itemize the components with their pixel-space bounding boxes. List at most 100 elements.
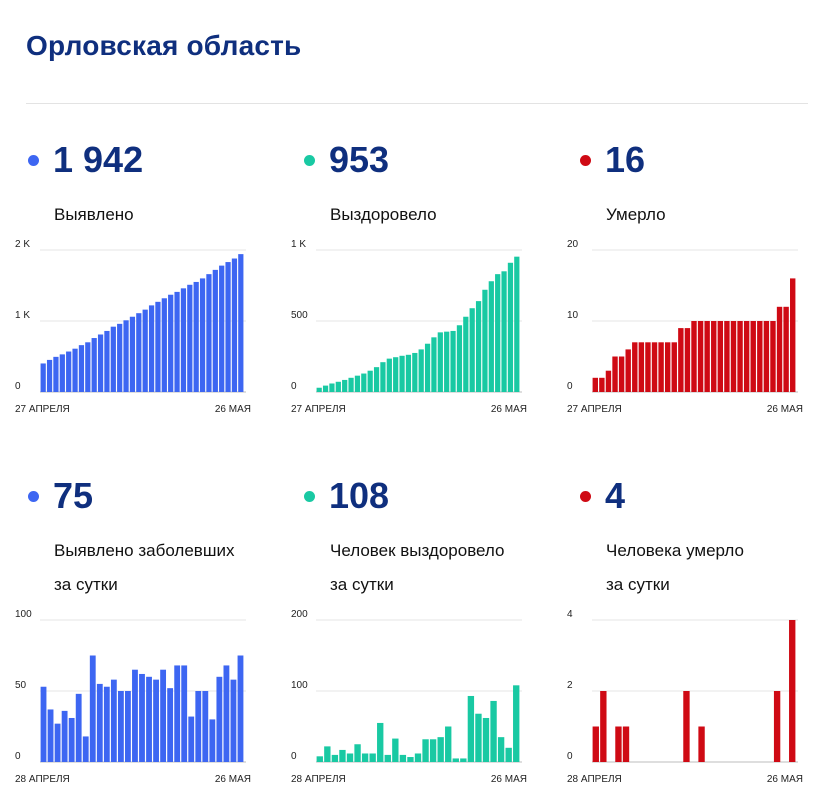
bar	[776, 306, 783, 392]
bar	[180, 288, 187, 392]
bar	[615, 726, 622, 762]
bullet-dot-icon	[580, 154, 591, 166]
bar	[475, 301, 482, 392]
bar	[132, 669, 138, 762]
y-tick-label: 0	[291, 381, 297, 392]
bar	[161, 298, 167, 392]
bar	[422, 739, 429, 762]
bar	[110, 679, 117, 762]
chart-svg: 0 1 K 2 K 27 АПРЕЛЯ 26 МАЯ	[15, 239, 251, 415]
bar	[424, 343, 431, 392]
bar	[618, 356, 625, 392]
bar	[139, 673, 145, 762]
bar	[97, 334, 104, 392]
bar	[730, 321, 737, 392]
stat-panel-detected-daily: 75 Выявлено заболевших за сутки 0 50 100 28 АП…	[15, 474, 276, 804]
bar	[698, 726, 705, 762]
y-tick-label: 1 K	[15, 310, 30, 321]
y-tick-label: 200	[291, 609, 308, 620]
x-start-label: 28 АПРЕЛЯ	[567, 774, 622, 785]
y-tick-label: 50	[15, 680, 27, 691]
bar	[737, 321, 743, 392]
bar	[188, 716, 195, 762]
x-start-label: 27 АПРЕЛЯ	[291, 404, 346, 415]
stat-label-line: за сутки	[606, 575, 670, 594]
bar	[592, 377, 598, 392]
bar	[488, 281, 494, 392]
bar	[414, 753, 422, 762]
bar	[75, 693, 82, 762]
stat-label: Умерло	[606, 198, 666, 232]
bar	[223, 665, 230, 762]
bar	[697, 321, 704, 392]
bar	[195, 691, 202, 762]
bullet-dot-icon	[304, 154, 315, 166]
x-end-label: 26 МАЯ	[215, 774, 251, 785]
bar	[160, 669, 167, 762]
stat-label-line: Умерло	[606, 205, 666, 224]
x-start-label: 28 АПРЕЛЯ	[15, 774, 70, 785]
bar	[316, 756, 323, 762]
stat-value-row: 75	[26, 474, 93, 518]
bar	[123, 320, 129, 392]
y-tick-label: 0	[15, 751, 21, 762]
bar	[467, 695, 475, 762]
bullet-dot-icon	[304, 490, 315, 502]
bar	[199, 278, 206, 392]
bar	[339, 749, 346, 762]
bar	[658, 342, 664, 392]
bar	[225, 262, 231, 392]
bar	[59, 354, 65, 392]
y-tick-label: 0	[15, 381, 21, 392]
divider	[26, 103, 808, 104]
bar	[405, 354, 412, 392]
stat-value: 75	[53, 475, 94, 516]
bar	[429, 739, 437, 762]
stat-label: Выздоровело	[330, 198, 437, 232]
bar	[495, 274, 501, 392]
stat-label-line: за сутки	[54, 575, 118, 594]
stat-value-row: 108	[302, 474, 389, 518]
bar	[181, 665, 188, 762]
bar	[407, 757, 414, 762]
bar	[66, 351, 72, 392]
bar	[490, 700, 497, 762]
bar	[216, 676, 223, 762]
bar	[711, 321, 717, 392]
bar	[683, 691, 690, 762]
bar	[645, 342, 651, 392]
bar	[103, 686, 110, 762]
bar	[773, 691, 781, 762]
stat-label: Человек выздоровело за сутки	[330, 534, 505, 602]
bullet-dot-icon	[580, 490, 591, 502]
y-tick-label: 4	[567, 609, 573, 620]
chart-svg: 0 50 100 28 АПРЕЛЯ 26 МАЯ	[15, 609, 251, 785]
bar	[78, 345, 85, 392]
bar	[763, 321, 770, 392]
bar	[373, 367, 380, 392]
bar	[393, 357, 399, 392]
bar	[638, 342, 645, 392]
y-tick-label: 0	[567, 381, 573, 392]
chart-svg: 0 100 200 28 АПРЕЛЯ 26 МАЯ	[291, 609, 527, 785]
bar	[354, 744, 361, 762]
bar	[168, 294, 174, 392]
bar	[91, 338, 97, 392]
bar	[335, 381, 341, 392]
bar	[386, 358, 392, 392]
x-end-label: 26 МАЯ	[491, 404, 527, 415]
y-tick-label: 0	[291, 751, 297, 762]
bar	[651, 342, 658, 392]
bar	[348, 377, 354, 392]
stat-label-line: Выявлено	[54, 205, 134, 224]
bar	[367, 370, 373, 392]
bar	[331, 754, 339, 762]
bar	[790, 278, 796, 392]
bar	[72, 348, 78, 392]
bar	[85, 342, 91, 392]
y-tick-label: 100	[15, 609, 32, 620]
bar	[231, 258, 238, 392]
page-title: Орловская область	[26, 30, 302, 61]
bar	[129, 316, 136, 392]
bar-chart: 0 10 20 27 АПРЕЛЯ 26 МАЯ	[567, 239, 808, 416]
